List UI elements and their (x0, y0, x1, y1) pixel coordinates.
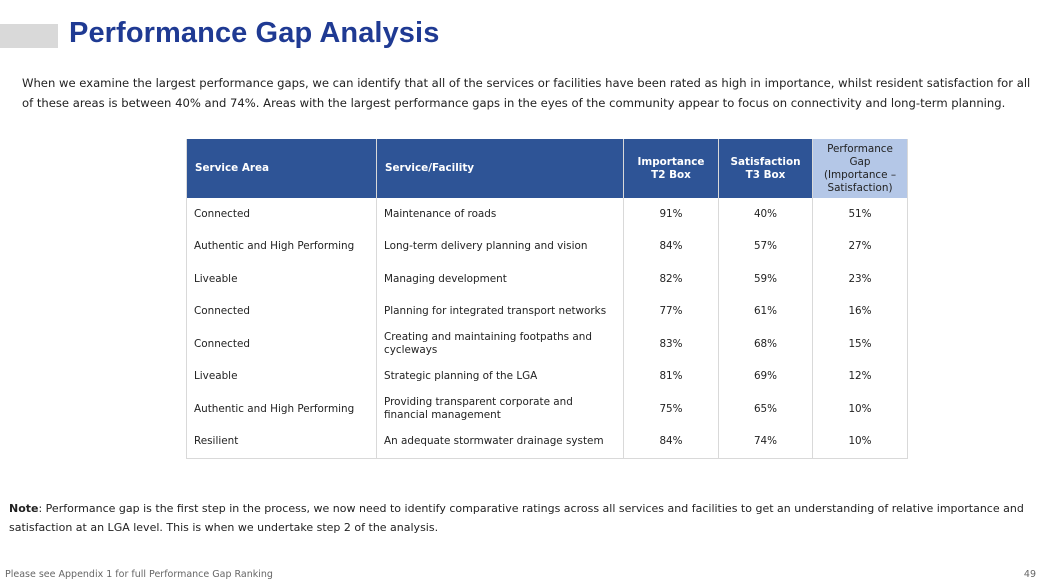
cell-service-area: Connected (186, 295, 377, 328)
table-row: Resilient An adequate stormwater drainage… (186, 425, 908, 459)
cell-service-area: Authentic and High Performing (186, 230, 377, 263)
intro-paragraph: When we examine the largest performance … (22, 76, 1031, 110)
header-importance: Importance T2 Box (623, 139, 719, 198)
cell-service-facility: Providing transparent corporate and fina… (376, 393, 624, 426)
cell-service-facility: Creating and maintaining footpaths and c… (376, 328, 624, 361)
cell-service-facility: Strategic planning of the LGA (376, 360, 624, 393)
table-header-row: Service Area Service/Facility Importance… (186, 139, 908, 198)
cell-performance-gap: 23% (812, 263, 908, 296)
page-title: Performance Gap Analysis (69, 17, 440, 49)
cell-satisfaction: 59% (718, 263, 813, 296)
note-label: Note (9, 502, 39, 515)
table-row: Authentic and High Performing Long-term d… (186, 230, 908, 263)
cell-service-facility: Maintenance of roads (376, 198, 624, 231)
cell-satisfaction: 69% (718, 360, 813, 393)
cell-performance-gap: 10% (812, 425, 908, 459)
cell-importance: 75% (623, 393, 719, 426)
table-row: Liveable Strategic planning of the LGA 81%… (186, 360, 908, 393)
title-accent-bar (0, 24, 58, 48)
cell-importance: 83% (623, 328, 719, 361)
cell-satisfaction: 40% (718, 198, 813, 231)
cell-performance-gap: 15% (812, 328, 908, 361)
cell-satisfaction: 74% (718, 425, 813, 459)
cell-service-facility: Managing development (376, 263, 624, 296)
footer-appendix-reference: Please see Appendix 1 for full Performan… (5, 569, 273, 580)
cell-importance: 77% (623, 295, 719, 328)
cell-performance-gap: 12% (812, 360, 908, 393)
header-satisfaction: Satisfaction T3 Box (718, 139, 813, 198)
cell-service-area: Liveable (186, 263, 377, 296)
cell-satisfaction: 65% (718, 393, 813, 426)
cell-service-area: Liveable (186, 360, 377, 393)
cell-importance: 84% (623, 230, 719, 263)
cell-service-area: Resilient (186, 425, 377, 459)
cell-performance-gap: 51% (812, 198, 908, 231)
header-service-area: Service Area (186, 139, 377, 198)
cell-service-facility: An adequate stormwater drainage system (376, 425, 624, 459)
table-row: Connected Creating and maintaining footpa… (186, 328, 908, 361)
cell-importance: 82% (623, 263, 719, 296)
performance-gap-table: Service Area Service/Facility Importance… (186, 139, 908, 459)
cell-service-area: Connected (186, 198, 377, 231)
cell-importance: 81% (623, 360, 719, 393)
cell-performance-gap: 27% (812, 230, 908, 263)
cell-performance-gap: 16% (812, 295, 908, 328)
cell-service-area: Connected (186, 328, 377, 361)
header-performance-gap: Performance Gap (Importance – Satisfacti… (812, 139, 908, 198)
cell-satisfaction: 68% (718, 328, 813, 361)
table-row: Authentic and High Performing Providing t… (186, 393, 908, 426)
page-number: 49 (1023, 569, 1036, 580)
cell-importance: 91% (623, 198, 719, 231)
table-row: Connected Planning for integrated transpo… (186, 295, 908, 328)
table-row: Liveable Managing development 82% 59% 23% (186, 263, 908, 296)
cell-service-facility: Planning for integrated transport networ… (376, 295, 624, 328)
table-row: Connected Maintenance of roads 91% 40% 51% (186, 198, 908, 231)
cell-satisfaction: 57% (718, 230, 813, 263)
cell-importance: 84% (623, 425, 719, 459)
cell-service-area: Authentic and High Performing (186, 393, 377, 426)
cell-satisfaction: 61% (718, 295, 813, 328)
cell-service-facility: Long-term delivery planning and vision (376, 230, 624, 263)
header-service-facility: Service/Facility (376, 139, 624, 198)
note-text: : Performance gap is the first step in t… (9, 502, 1024, 534)
cell-performance-gap: 10% (812, 393, 908, 426)
note-paragraph: Note: Performance gap is the first step … (9, 499, 1039, 537)
